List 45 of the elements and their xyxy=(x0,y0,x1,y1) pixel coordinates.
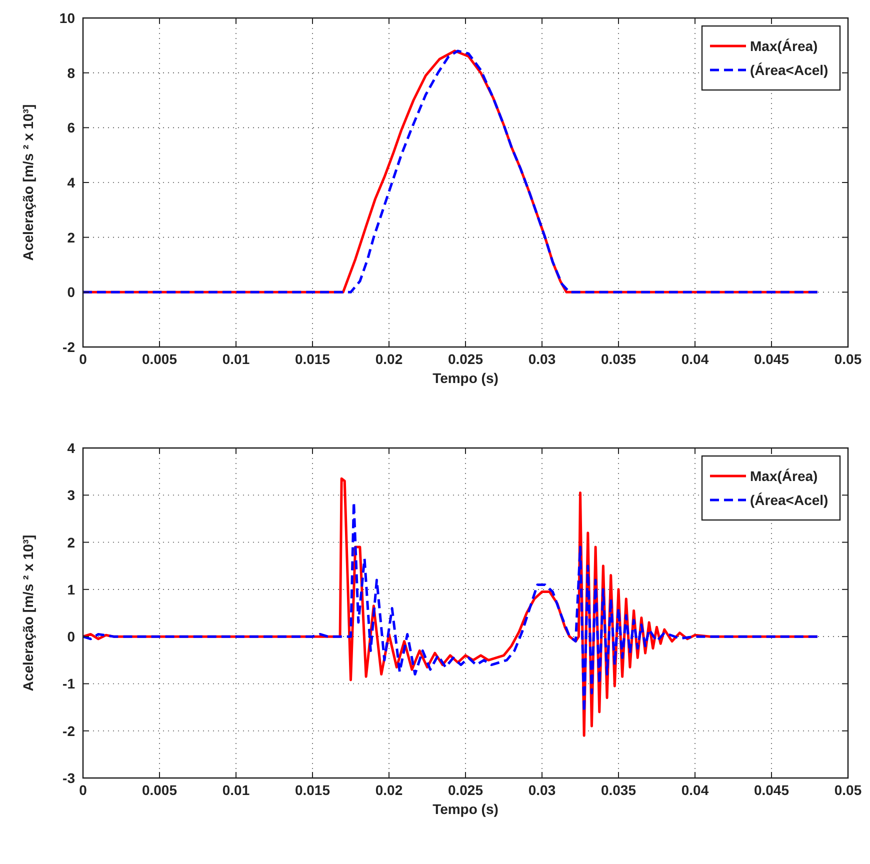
x-axis-title: Tempo (s) xyxy=(432,370,498,386)
x-tick-label: 0.005 xyxy=(142,782,178,798)
x-tick-label: 0.045 xyxy=(754,351,790,367)
y-tick-label: -3 xyxy=(62,770,76,786)
y-axis-title: Aceleração [m/s ² x 10³] xyxy=(20,534,36,692)
x-tick-label: 0.01 xyxy=(222,351,250,367)
x-tick-label: 0.02 xyxy=(375,782,403,798)
y-tick-label: -1 xyxy=(62,676,76,692)
x-tick-label: 0.03 xyxy=(528,782,556,798)
x-tick-label: 0 xyxy=(79,351,88,367)
legend-label: (Área<Acel) xyxy=(750,62,828,78)
x-tick-label: 0.025 xyxy=(448,351,484,367)
x-tick-label: 0.035 xyxy=(600,782,636,798)
y-axis-title: Aceleração [m/s ² x 10³] xyxy=(20,104,36,261)
legend-label: Max(Área) xyxy=(750,468,818,484)
y-tick-label: 0 xyxy=(67,284,76,300)
y-tick-label: -2 xyxy=(62,722,76,739)
y-tick-label: 2 xyxy=(67,229,76,246)
x-tick-label: 0.035 xyxy=(600,351,636,367)
x-tick-label: 0 xyxy=(79,782,88,798)
x-tick-label: 0.04 xyxy=(681,351,709,367)
x-axis-title: Tempo (s) xyxy=(432,801,498,817)
y-tick-label: 4 xyxy=(67,440,76,456)
y-tick-label: 10 xyxy=(59,10,76,26)
x-tick-label: 0.005 xyxy=(142,351,178,367)
x-tick-label: 0.02 xyxy=(375,351,403,367)
y-tick-label: -2 xyxy=(62,339,76,355)
y-tick-label: 3 xyxy=(67,487,76,504)
x-tick-label: 0.05 xyxy=(834,782,862,798)
x-tick-label: 0.05 xyxy=(834,351,862,367)
x-tick-label: 0.025 xyxy=(448,782,484,798)
x-tick-label: 0.015 xyxy=(294,351,330,367)
x-tick-label: 0.015 xyxy=(294,782,330,798)
x-tick-label: 0.01 xyxy=(222,782,250,798)
legend-label: Max(Área) xyxy=(750,38,818,54)
y-tick-label: 6 xyxy=(67,120,76,136)
y-tick-label: 2 xyxy=(67,534,76,550)
x-tick-label: 0.045 xyxy=(754,782,790,798)
y-tick-label: 1 xyxy=(67,581,76,598)
y-tick-label: 4 xyxy=(67,174,76,190)
legend-label: (Área<Acel) xyxy=(750,492,828,508)
x-tick-label: 0.04 xyxy=(681,782,709,798)
y-tick-label: 0 xyxy=(67,628,76,645)
y-tick-label: 8 xyxy=(67,64,76,81)
x-tick-label: 0.03 xyxy=(528,351,556,367)
